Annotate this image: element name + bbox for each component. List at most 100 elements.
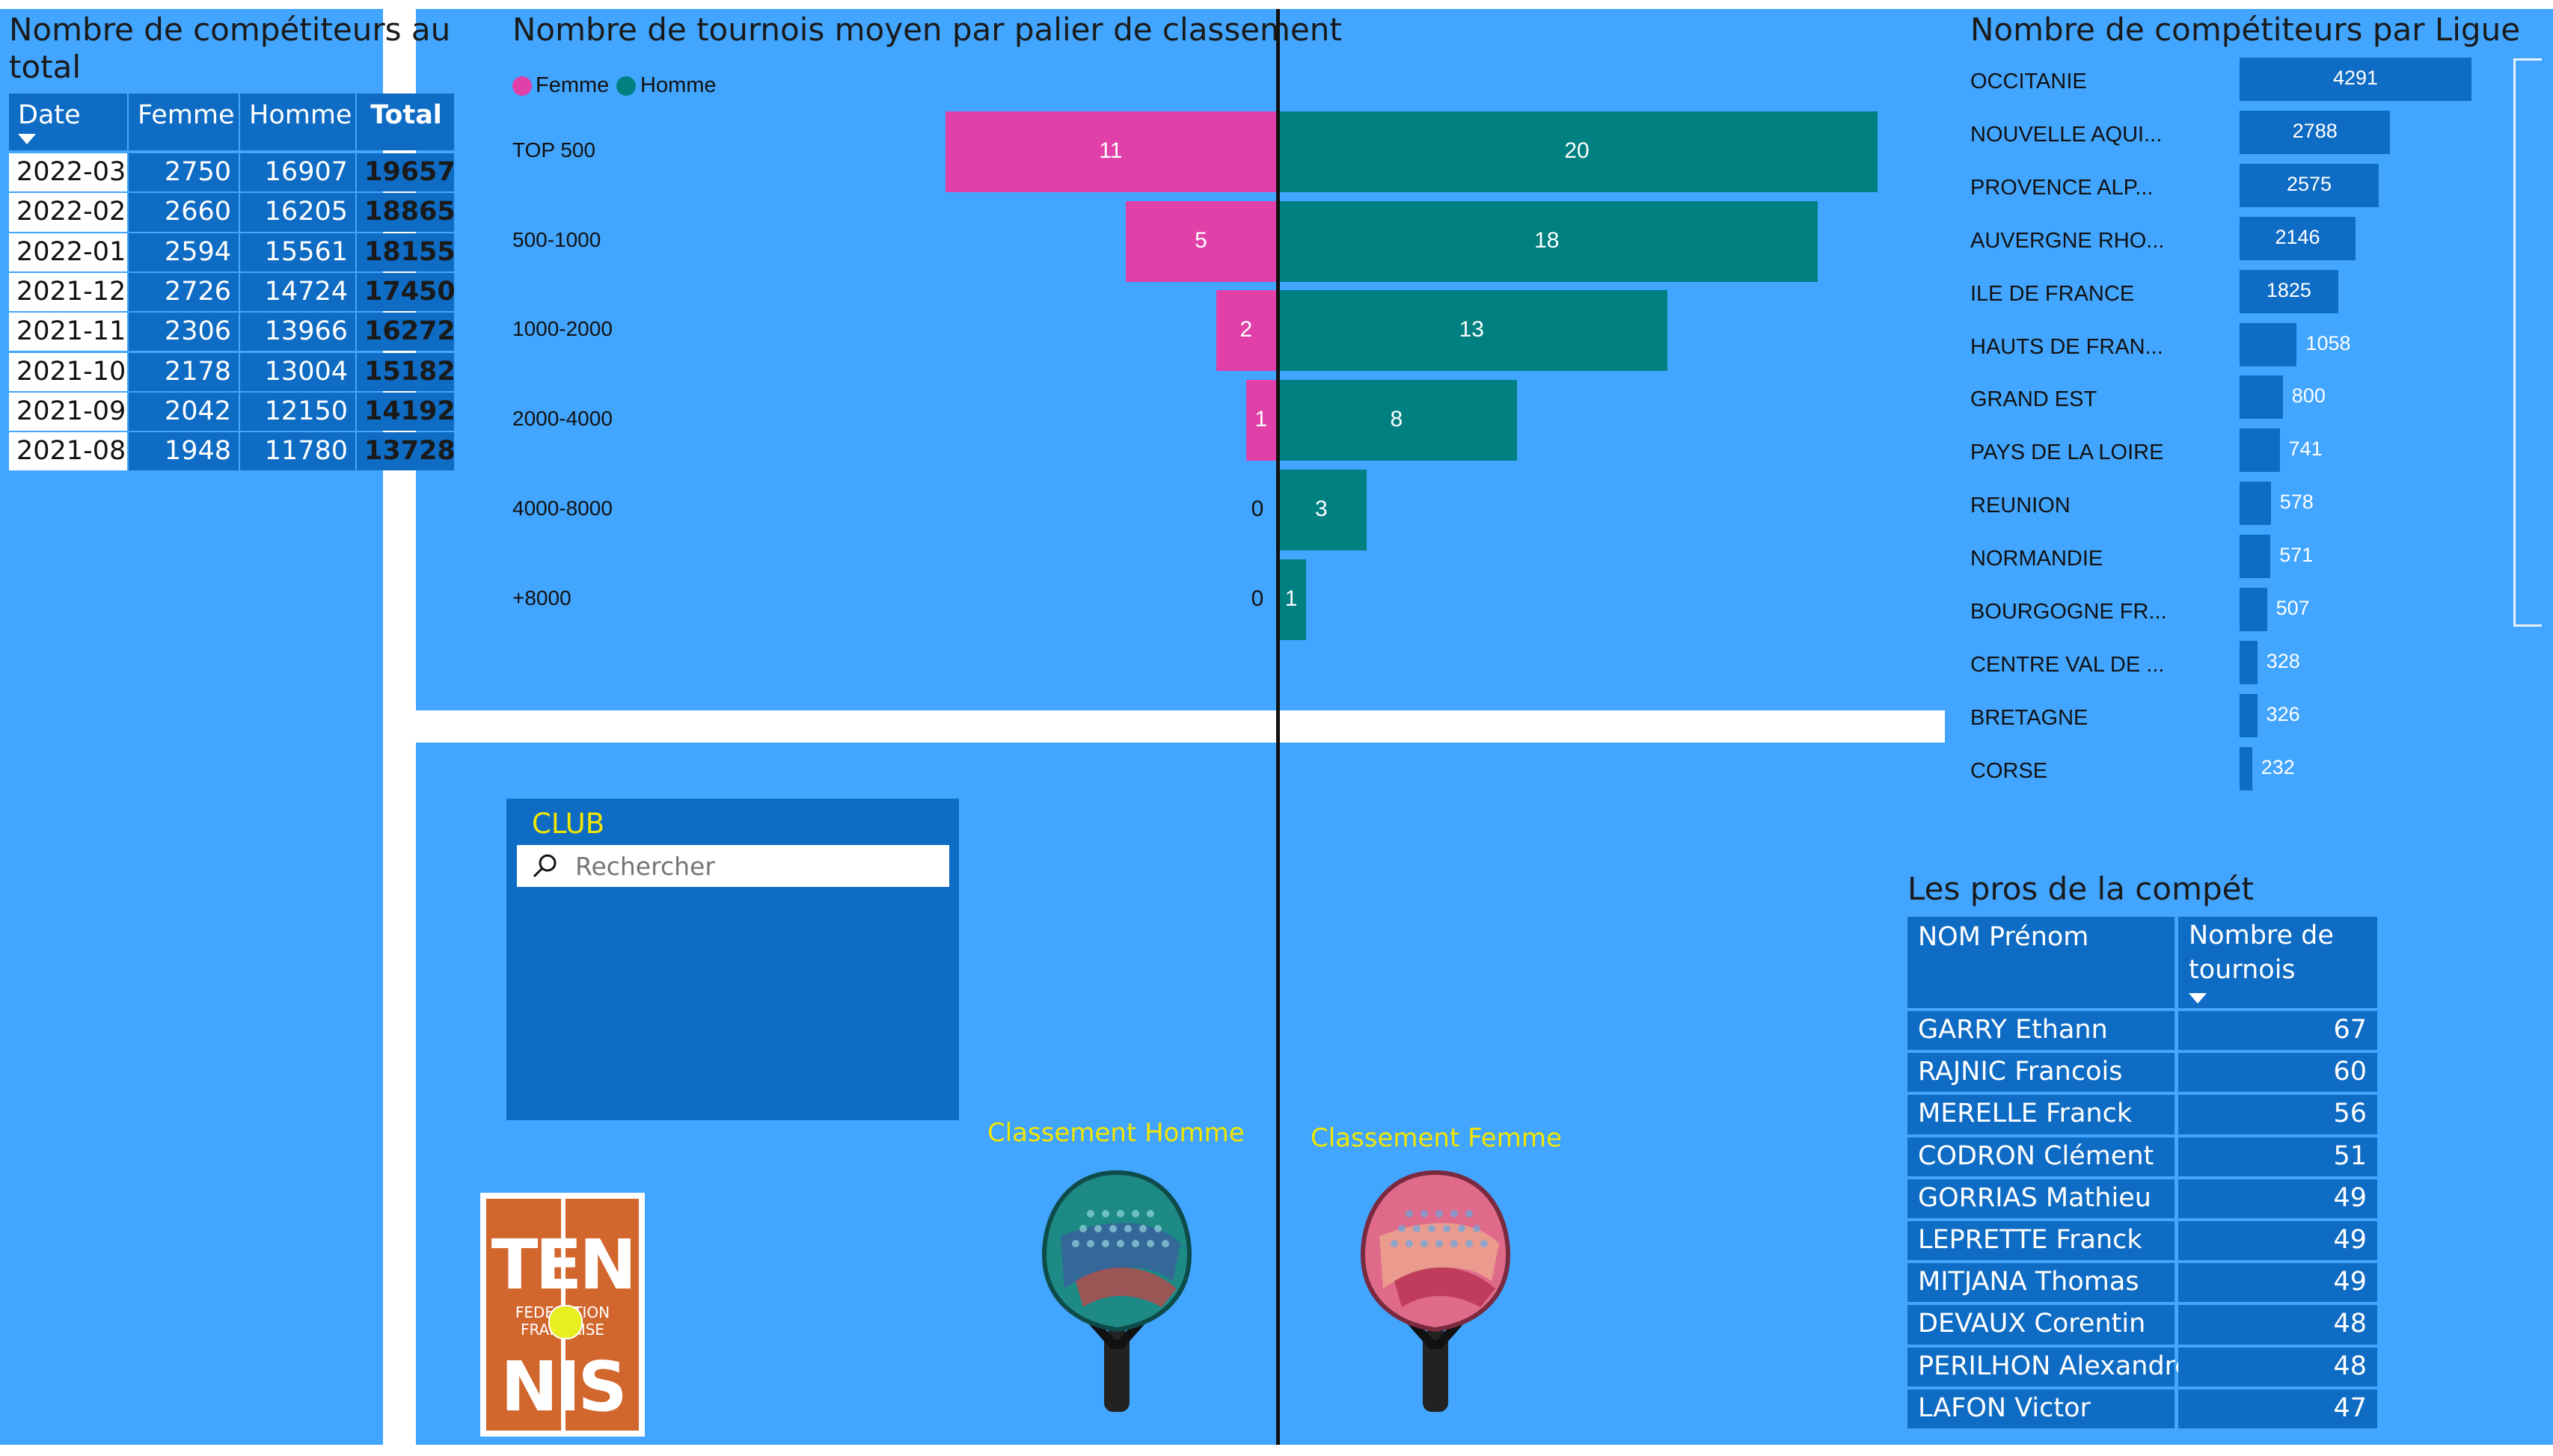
ligue-scrollbar[interactable] <box>2513 58 2542 627</box>
ligue-bar <box>2240 58 2471 101</box>
ligue-data-label: 2146 <box>2275 225 2320 248</box>
category-label: TOP 500 <box>512 138 596 162</box>
table-header-total-label: Total <box>370 100 442 130</box>
category-label: 4000-8000 <box>512 496 613 520</box>
pro-count: 49 <box>2178 1179 2377 1218</box>
club-slicer: CLUB <box>506 799 959 1120</box>
table-cell-total: 18155 <box>357 233 456 271</box>
ligue-bar <box>2240 746 2252 790</box>
ligue-bar <box>2240 216 2356 260</box>
pro-count: 48 <box>2178 1305 2377 1345</box>
ligue-bar <box>2240 482 2271 526</box>
pros-header-count-2: tournois <box>2189 955 2296 985</box>
ligue-data-label: 741 <box>2288 437 2323 461</box>
table-header-homme[interactable]: Homme <box>240 93 355 150</box>
legend-homme-label: Homme <box>640 73 717 97</box>
data-label-femme: 5 <box>1195 227 1207 253</box>
center-axis-line <box>1276 9 1280 1445</box>
ligue-bar <box>2240 535 2271 579</box>
table-cell-total: 15182 <box>357 352 456 391</box>
ligue-data-label: 232 <box>2261 755 2295 778</box>
table-header-date[interactable]: Date <box>9 93 127 150</box>
table-cell-value: 1948 <box>129 432 239 471</box>
racket-femme-image[interactable] <box>1357 1169 1514 1416</box>
bar-homme <box>1276 200 1818 282</box>
bar-femme <box>1216 290 1276 372</box>
ligue-data-label: 800 <box>2291 384 2326 408</box>
ligue-bar <box>2240 163 2379 207</box>
pro-count: 67 <box>2178 1011 2377 1051</box>
table-header-total[interactable]: Total <box>357 93 454 150</box>
table-cell-value: 2750 <box>129 153 239 192</box>
table-cell-date: 2021-10 <box>9 352 127 391</box>
data-label-femme: 0 <box>1251 496 1264 521</box>
ligue-label: CORSE <box>1970 758 2048 783</box>
table-cell-date: 2022-01 <box>9 233 127 271</box>
data-label-homme: 18 <box>1534 227 1560 253</box>
pro-name: MITJANA Thomas <box>1907 1263 2175 1303</box>
pro-count: 47 <box>2178 1389 2377 1428</box>
ligue-chart-title: Nombre de compétiteurs par Ligue <box>1970 11 2521 48</box>
ligue-data-label: 1825 <box>2266 278 2311 301</box>
ligue-label: PAYS DE LA LOIRE <box>1970 440 2164 465</box>
pro-name: DEVAUX Corentin <box>1907 1305 2175 1345</box>
table-header-date-label: Date <box>18 100 81 130</box>
bar-homme <box>1276 469 1367 550</box>
ligue-data-label: 2788 <box>2292 119 2338 142</box>
pro-count: 60 <box>2178 1053 2377 1093</box>
data-label-femme: 1 <box>1254 407 1268 432</box>
club-slicer-title: CLUB <box>532 808 605 840</box>
fft-logo: TEN FEDERATION FRANCAISE NIS <box>480 1193 645 1437</box>
pro-count: 48 <box>2178 1347 2377 1386</box>
ligue-label: BOURGOGNE FR... <box>1970 600 2167 624</box>
classement-femme-label: Classement Femme <box>1311 1123 1562 1153</box>
pros-title: Les pros de la compét <box>1907 870 2254 907</box>
data-label-homme: 3 <box>1314 496 1328 521</box>
ligue-label: REUNION <box>1970 494 2071 518</box>
ligue-data-label: 328 <box>2266 649 2300 672</box>
data-label-femme: 2 <box>1239 317 1253 343</box>
pro-name: RAJNIC Francois <box>1907 1053 2175 1093</box>
table-cell-value: 16205 <box>240 193 355 232</box>
club-search-box[interactable] <box>517 845 949 887</box>
table-cell-date: 2021-08 <box>9 432 127 471</box>
category-label: 1000-2000 <box>512 317 613 341</box>
table-cell-total: 19657 <box>357 153 456 192</box>
club-search-input[interactable] <box>574 850 943 882</box>
ligue-bar <box>2240 640 2258 684</box>
pros-header-count-1: Nombre de <box>2189 921 2334 950</box>
table-cell-total: 14192 <box>357 392 456 431</box>
data-label-homme: 8 <box>1390 407 1403 432</box>
sort-desc-icon <box>18 134 36 144</box>
ligue-data-label: 326 <box>2266 702 2300 725</box>
table-cell-value: 13966 <box>240 313 355 351</box>
table-cell-value: 12150 <box>240 392 355 431</box>
table-cell-value: 14724 <box>240 272 355 312</box>
category-label: 2000-4000 <box>512 407 613 431</box>
table-cell-date: 2021-09 <box>9 392 127 431</box>
racket-homme-image[interactable] <box>1038 1169 1195 1416</box>
table-header-femme-label: Femme <box>138 100 235 130</box>
fft-logo-text-top: TEN <box>491 1225 637 1305</box>
pro-name: GORRIAS Mathieu <box>1907 1179 2175 1218</box>
table-cell-value: 2306 <box>129 313 239 351</box>
pro-count: 51 <box>2178 1137 2377 1176</box>
sort-desc-icon <box>2189 993 2207 1004</box>
data-label-femme: 0 <box>1251 586 1264 611</box>
classement-homme-label: Classement Homme <box>987 1118 1245 1148</box>
pros-header-count-cell[interactable]: Nombre de tournois <box>2178 917 2377 1008</box>
table-header-femme[interactable]: Femme <box>129 93 239 150</box>
ligue-label: OCCITANIE <box>1970 70 2087 93</box>
ligue-label: ILE DE FRANCE <box>1970 281 2135 306</box>
ligue-label: PROVENCE ALP... <box>1970 175 2154 200</box>
bar-femme <box>1245 380 1276 461</box>
ligue-bar <box>2240 375 2283 420</box>
pros-header-name-cell[interactable]: NOM Prénom <box>1907 917 2175 1008</box>
ligue-label: BRETAGNE <box>1970 705 2088 730</box>
data-label-femme: 11 <box>1099 138 1123 163</box>
legend-homme-marker <box>616 76 636 96</box>
table-cell-value: 13004 <box>240 352 355 391</box>
ligue-data-label: 507 <box>2275 597 2310 619</box>
pro-name: MERELLE Franck <box>1907 1095 2175 1134</box>
pro-name: LEPRETTE Franck <box>1907 1221 2175 1261</box>
